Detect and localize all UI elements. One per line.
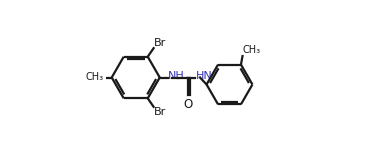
Text: CH₃: CH₃ <box>86 73 104 82</box>
Text: Br: Br <box>154 107 166 117</box>
Text: Br: Br <box>154 38 166 48</box>
Text: CH₃: CH₃ <box>243 45 261 55</box>
Text: O: O <box>184 98 193 111</box>
Text: NH: NH <box>168 71 185 81</box>
Text: HN: HN <box>196 71 213 81</box>
